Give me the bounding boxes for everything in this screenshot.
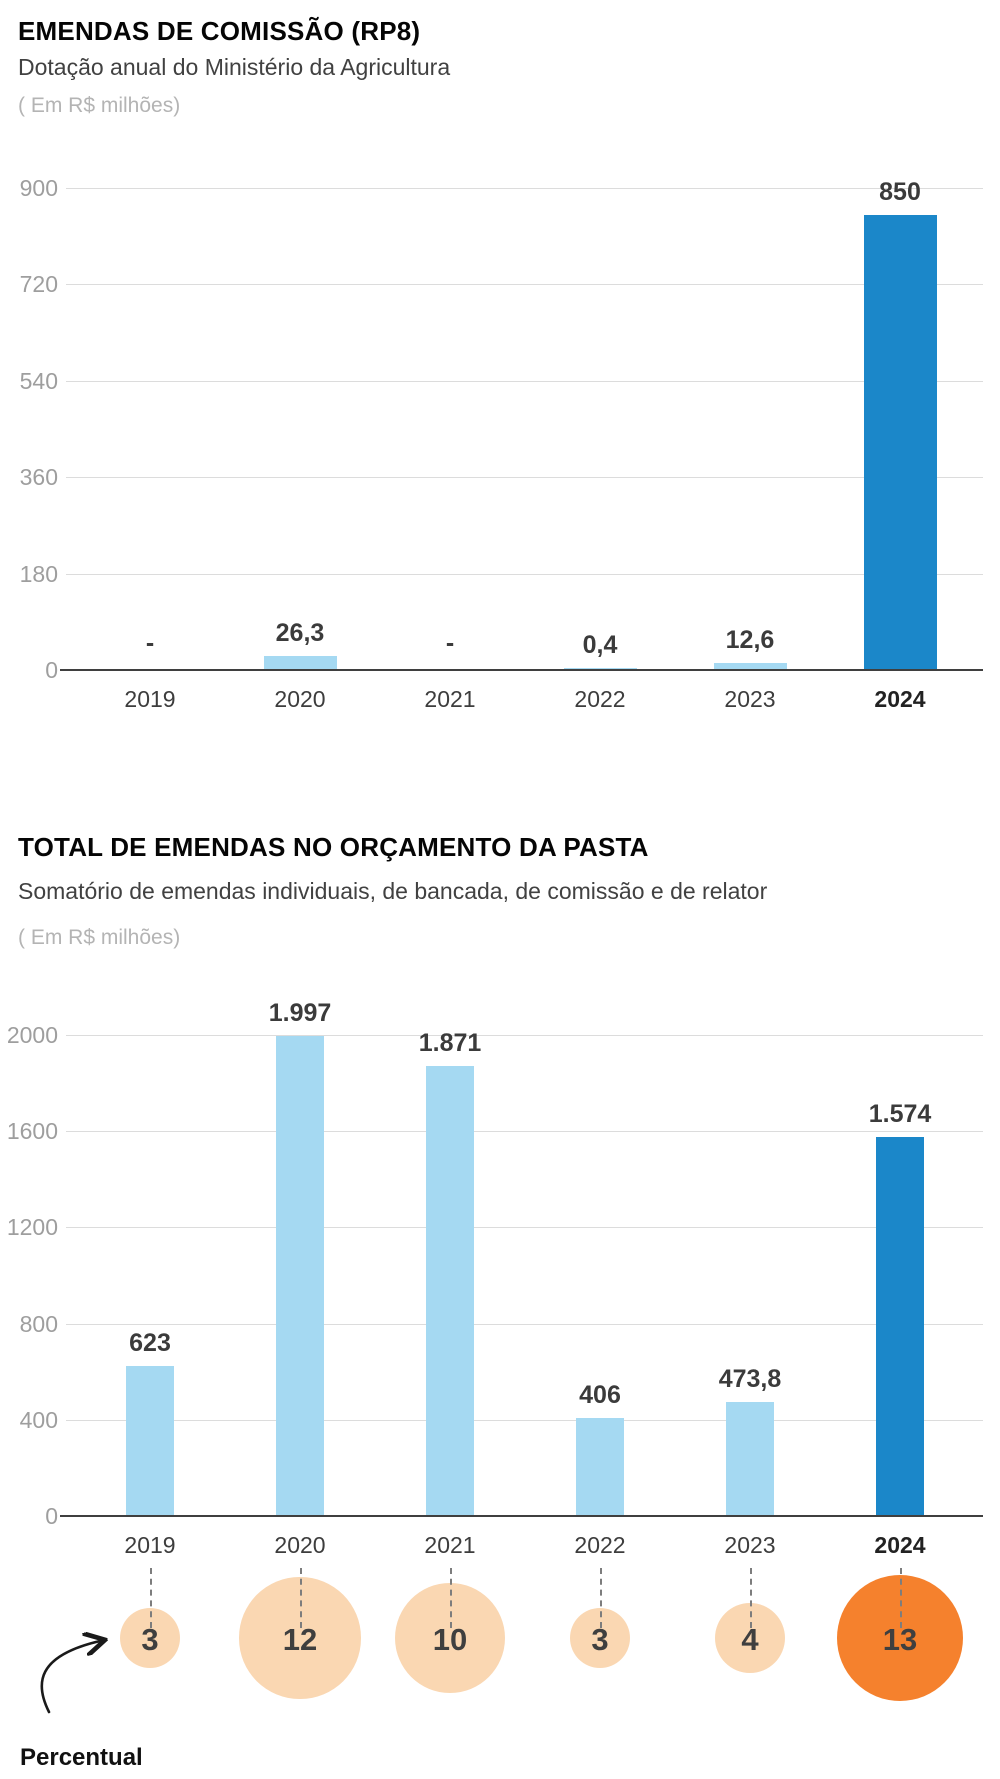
percent-circle	[119, 1607, 181, 1669]
x-tick-label: 2022	[574, 686, 626, 712]
y-tick-label: 0	[45, 657, 58, 683]
bar-2023	[713, 663, 787, 670]
y-tick-label: 180	[19, 560, 58, 587]
percent-circle	[394, 1582, 506, 1694]
percent-connector	[900, 1568, 902, 1628]
y-tick-label: 1200	[6, 1214, 58, 1241]
chart2-unit-note: ( Em R$ milhões)	[18, 926, 181, 949]
bar-value-label: 406	[579, 1381, 621, 1410]
percent-circle-value: 12	[282, 1622, 318, 1657]
y-tick-label: 800	[19, 1310, 58, 1337]
x-tick-label: 2021	[424, 1532, 476, 1558]
x-tick-label: 2024	[874, 1532, 926, 1558]
percent-connector	[450, 1568, 452, 1628]
x-tick-label: 2021	[424, 686, 476, 712]
bar-2020	[263, 655, 337, 670]
chart1-title: EMENDAS DE COMISSÃO (RP8)	[18, 16, 421, 46]
bar-value-label: 623	[129, 1329, 171, 1358]
bar-2022	[576, 1418, 624, 1516]
x-tick-label: 2020	[274, 686, 326, 712]
chart2-subtitle: Somatório de emendas individuais, de ban…	[18, 878, 768, 904]
y-tick-label: 1600	[6, 1118, 58, 1145]
bar-2019	[126, 1366, 174, 1516]
bar-value-label: 12,6	[725, 626, 775, 655]
chart1-unit-note: ( Em R$ milhões)	[18, 94, 181, 117]
x-tick-label: 2023	[724, 686, 776, 712]
bar-value-label: -	[445, 629, 455, 657]
bar-value-label: 0,4	[582, 631, 618, 659]
percent-connector	[300, 1568, 302, 1628]
gridline	[66, 1131, 983, 1133]
gridline	[66, 380, 983, 382]
bar-2023	[726, 1402, 774, 1516]
percent-circle-value: 10	[432, 1622, 468, 1657]
gridline	[66, 1227, 983, 1229]
percent-circle-value: 4	[741, 1622, 759, 1657]
y-tick-label: 0	[45, 1503, 58, 1529]
y-tick-label: 720	[19, 271, 58, 298]
percent-connector	[600, 1568, 602, 1628]
y-tick-label: 400	[19, 1406, 58, 1433]
y-tick-label: 900	[19, 175, 58, 201]
bar-value-label: -	[145, 629, 155, 657]
x-tick-label: 2019	[124, 1532, 176, 1558]
y-tick-label: 360	[19, 464, 58, 491]
bar-2024	[863, 214, 937, 670]
bar-2020	[276, 1035, 324, 1516]
percent-circle-value: 3	[591, 1622, 609, 1657]
x-tick-label: 2019	[124, 686, 176, 712]
percent-circle-value: 13	[882, 1622, 918, 1657]
bar-value-label: 1.574	[868, 1100, 932, 1129]
percent-circle	[836, 1574, 964, 1702]
percent-row-label: Percentual	[20, 1744, 143, 1771]
gridline	[66, 1419, 983, 1421]
x-axis-line	[60, 669, 983, 671]
gridline	[66, 188, 983, 189]
bar-value-label: 1.871	[418, 1029, 482, 1058]
y-tick-label: 2000	[6, 1022, 58, 1048]
chart1-subtitle: Dotação anual do Ministério da Agricultu…	[18, 54, 451, 80]
percent-connector	[750, 1568, 752, 1628]
percent-circle	[569, 1607, 631, 1669]
x-axis-line	[60, 1515, 983, 1517]
bar-2021	[426, 1066, 474, 1516]
x-tick-label: 2022	[574, 1532, 626, 1558]
gridline	[66, 284, 983, 286]
bar-value-label: 850	[879, 177, 921, 206]
gridline	[66, 1035, 983, 1036]
bar-2024	[876, 1137, 924, 1516]
curved-arrow-icon	[40, 1626, 118, 1714]
bar-value-label: 1.997	[268, 998, 332, 1027]
percent-circle	[239, 1577, 361, 1699]
percent-circle-value: 3	[141, 1622, 159, 1657]
gridline	[66, 1323, 983, 1325]
bar-value-label: 473,8	[718, 1365, 782, 1394]
gridline	[66, 573, 983, 575]
x-tick-label: 2023	[724, 1532, 776, 1558]
percent-connector	[150, 1568, 152, 1628]
x-tick-label: 2020	[274, 1532, 326, 1558]
gridline	[66, 477, 983, 479]
chart2-title: TOTAL DE EMENDAS NO ORÇAMENTO DA PASTA	[18, 832, 649, 862]
bar-value-label: 26,3	[275, 618, 325, 647]
y-tick-label: 540	[19, 367, 58, 394]
x-tick-label: 2024	[874, 686, 926, 712]
